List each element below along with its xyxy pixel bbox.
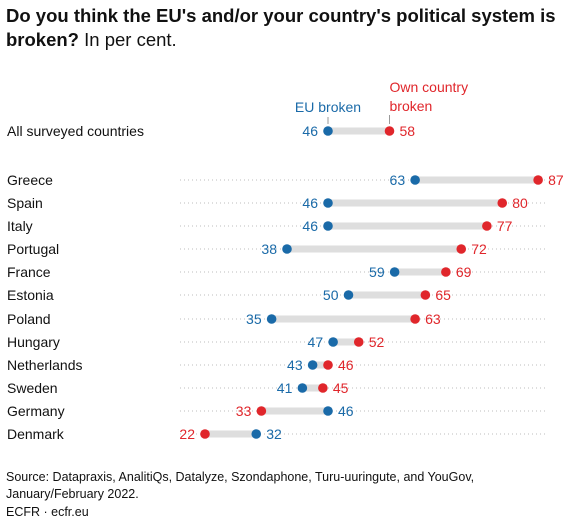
data-row: Denmark 32 22 <box>7 426 545 442</box>
data-row: Greece 63 87 <box>7 172 564 188</box>
category-label: Netherlands <box>7 357 83 373</box>
eu-broken-value: 46 <box>338 403 354 419</box>
data-row: Estonia 50 65 <box>7 287 545 303</box>
chart-title: Do you think the EU's and/or your countr… <box>6 4 572 52</box>
eu-broken-value: 50 <box>323 287 339 303</box>
own-country-broken-value: 45 <box>333 380 349 396</box>
eu-broken-value: 46 <box>302 195 318 211</box>
own-country-broken-dot <box>497 198 508 208</box>
chart-title-unit: In per cent. <box>84 29 177 50</box>
legend-own-country-line2: broken <box>390 98 433 114</box>
eu-broken-value: 46 <box>302 218 318 234</box>
own-country-broken-value: 80 <box>512 195 528 211</box>
eu-broken-dot <box>323 126 333 136</box>
data-row: France 59 69 <box>7 264 545 280</box>
category-label: Greece <box>7 172 53 188</box>
own-country-broken-dot <box>441 267 451 277</box>
data-row: Portugal 38 72 <box>7 241 545 257</box>
data-row: Italy 46 77 <box>7 218 545 234</box>
eu-broken-value: 32 <box>266 426 282 442</box>
own-country-broken-dot <box>318 383 328 393</box>
own-country-broken-value: 52 <box>369 334 385 350</box>
own-country-broken-value: 87 <box>548 172 564 188</box>
eu-broken-dot <box>251 429 262 439</box>
eu-broken-value: 63 <box>390 172 406 188</box>
eu-broken-value: 46 <box>302 123 318 139</box>
own-country-broken-value: 22 <box>179 426 195 442</box>
source-note: Source: Datapraxis, AnalitiQs, Datalyze,… <box>6 470 475 501</box>
eu-broken-dot <box>343 290 354 300</box>
eu-broken-dot <box>282 244 292 254</box>
credit-note: ECFR · ecfr.eu <box>6 505 89 519</box>
data-row: Hungary 47 52 <box>7 334 545 350</box>
eu-broken-dot <box>323 198 333 208</box>
own-country-broken-value: 69 <box>456 264 472 280</box>
chart-title-question: Do you think the EU's and/or your countr… <box>6 5 556 50</box>
own-country-broken-dot <box>200 429 210 439</box>
data-row: Sweden 41 45 <box>7 380 545 396</box>
eu-broken-dot <box>323 406 333 416</box>
own-country-broken-value: 58 <box>400 123 416 139</box>
own-country-broken-value: 33 <box>236 403 252 419</box>
category-label: Denmark <box>7 426 65 442</box>
eu-broken-value: 59 <box>369 264 385 280</box>
eu-broken-dot <box>307 360 318 370</box>
category-label: Estonia <box>7 287 54 303</box>
own-country-broken-value: 77 <box>497 218 513 234</box>
own-country-broken-value: 63 <box>425 311 441 327</box>
eu-broken-dot <box>328 337 338 347</box>
eu-broken-value: 38 <box>261 241 277 257</box>
category-label: Sweden <box>7 380 58 396</box>
own-country-broken-value: 65 <box>435 287 451 303</box>
data-row: Poland 35 63 <box>7 311 545 327</box>
own-country-broken-dot <box>482 221 492 231</box>
own-country-broken-value: 72 <box>471 241 487 257</box>
own-country-broken-dot <box>410 314 420 324</box>
own-country-broken-dot <box>533 175 543 185</box>
category-label: Portugal <box>7 241 59 257</box>
eu-broken-dot <box>297 383 308 393</box>
own-country-broken-dot <box>456 244 467 254</box>
own-country-broken-dot <box>353 337 364 347</box>
eu-broken-dot <box>389 267 400 277</box>
category-label: France <box>7 264 51 280</box>
data-row: Germany 46 33 <box>7 403 545 419</box>
category-label: Spain <box>7 195 43 211</box>
own-country-broken-dot <box>420 290 431 300</box>
data-row: Spain 46 80 <box>7 195 545 211</box>
own-country-broken-dot <box>256 406 267 416</box>
eu-broken-dot <box>410 175 420 185</box>
eu-broken-dot <box>323 221 333 231</box>
category-label: Hungary <box>7 334 60 350</box>
category-label: All surveyed countries <box>7 123 144 139</box>
eu-broken-value: 43 <box>287 357 303 373</box>
legend-own-country-line1: Own country <box>390 79 469 95</box>
eu-broken-value: 35 <box>246 311 262 327</box>
data-row: All surveyed countries 46 58 <box>7 123 415 139</box>
category-label: Germany <box>7 403 65 419</box>
category-label: Italy <box>7 218 33 234</box>
legend-eu-broken: EU broken <box>295 99 361 115</box>
chart-legend: EU broken Own country broken <box>295 79 468 124</box>
eu-broken-dot <box>266 314 277 324</box>
eu-broken-value: 47 <box>308 334 324 350</box>
dumbbell-chart: EU broken Own country broken All surveyed … <box>7 79 564 442</box>
own-country-broken-dot <box>384 126 395 136</box>
data-row: Netherlands 43 46 <box>7 357 545 373</box>
eu-broken-value: 41 <box>277 380 293 396</box>
own-country-broken-dot <box>323 360 333 370</box>
own-country-broken-value: 46 <box>338 357 354 373</box>
category-label: Poland <box>7 311 51 327</box>
